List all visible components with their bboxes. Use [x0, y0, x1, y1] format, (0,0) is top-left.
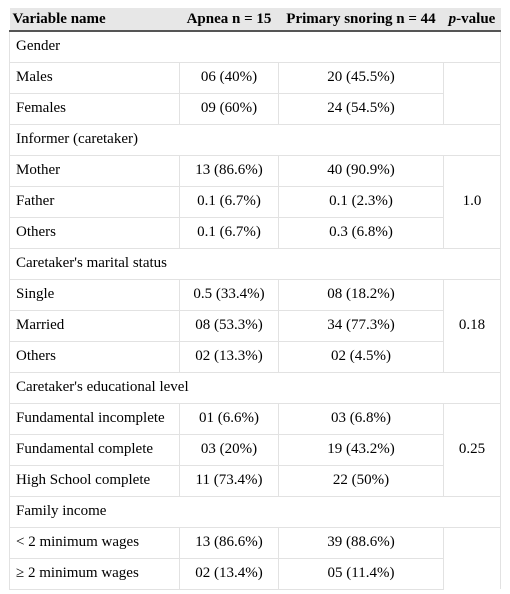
header-apnea: Apnea n = 15: [179, 8, 279, 32]
row-label: High School complete: [9, 464, 180, 497]
row-label: Married: [9, 309, 180, 342]
row-label: Mother: [9, 154, 180, 187]
apnea-value: 0.1 (6.7%): [179, 216, 279, 249]
header-p-value: p-value: [443, 8, 501, 32]
p-value: 0.18: [443, 279, 501, 372]
snoring-value: 20 (45.5%): [278, 61, 444, 94]
row-label: Fundamental complete: [9, 433, 180, 466]
table-row: Father 0.1 (6.7%) 0.1 (2.3%): [9, 185, 501, 218]
section-row-gender: Gender: [9, 30, 501, 63]
header-snoring: Primary snoring n = 44: [278, 8, 444, 32]
row-label: < 2 minimum wages: [9, 526, 180, 559]
table-row: < 2 minimum wages 13 (86.6%) 39 (88.6%): [9, 526, 501, 589]
row-label: Single: [9, 278, 180, 311]
snoring-value: 34 (77.3%): [278, 309, 444, 342]
row-label: Others: [9, 216, 180, 249]
snoring-value: 24 (54.5%): [278, 92, 444, 125]
apnea-value: 02 (13.3%): [179, 340, 279, 373]
p-value: [443, 527, 501, 589]
row-label: Father: [9, 185, 180, 218]
section-row-marital-status: Caretaker's marital status: [9, 247, 501, 280]
table-row: Others 0.1 (6.7%) 0.3 (6.8%): [9, 216, 501, 249]
table-row: Fundamental complete 03 (20%) 19 (43.2%): [9, 433, 501, 466]
table-row: Fundamental incomplete 01 (6.6%) 03 (6.8…: [9, 402, 501, 496]
table-row: Single 0.5 (33.4%) 08 (18.2%) 0.18: [9, 278, 501, 372]
section-row-family-income: Family income: [9, 495, 501, 528]
row-label: Others: [9, 340, 180, 373]
snoring-value: 0.3 (6.8%): [278, 216, 444, 249]
section-row-educational-level: Caretaker's educational level: [9, 371, 501, 404]
row-label: Males: [9, 61, 180, 94]
apnea-value: 03 (20%): [179, 433, 279, 466]
table-row: High School complete 11 (73.4%) 22 (50%): [9, 464, 501, 497]
apnea-value: 01 (6.6%): [179, 402, 279, 435]
snoring-value: 0.1 (2.3%): [278, 185, 444, 218]
section-title: Informer (caretaker): [9, 123, 501, 156]
row-label: ≥ 2 minimum wages: [9, 557, 180, 590]
header-p-italic: p: [448, 10, 457, 27]
header-row: Variable name Apnea n = 15 Primary snori…: [9, 8, 501, 32]
row-label: Fundamental incomplete: [9, 402, 180, 435]
apnea-value: 13 (86.6%): [179, 154, 279, 187]
apnea-value: 0.5 (33.4%): [179, 278, 279, 311]
apnea-value: 09 (60%): [179, 92, 279, 125]
snoring-value: 19 (43.2%): [278, 433, 444, 466]
header-p-rest: -value: [456, 10, 496, 27]
snoring-value: 03 (6.8%): [278, 402, 444, 435]
table-row: Females 09 (60%) 24 (54.5%): [9, 92, 501, 125]
section-title: Family income: [9, 495, 501, 528]
apnea-value: 11 (73.4%): [179, 464, 279, 497]
demographics-table: Variable name Apnea n = 15 Primary snori…: [9, 8, 501, 590]
header-variable: Variable name: [9, 8, 180, 32]
section-title: Gender: [9, 30, 501, 63]
p-value: 0.25: [443, 403, 501, 496]
p-value: [443, 62, 501, 124]
table-row: Males 06 (40%) 20 (45.5%): [9, 61, 501, 124]
apnea-value: 13 (86.6%): [179, 526, 279, 559]
apnea-value: 0.1 (6.7%): [179, 185, 279, 218]
table-row: Married 08 (53.3%) 34 (77.3%): [9, 309, 501, 342]
snoring-value: 02 (4.5%): [278, 340, 444, 373]
snoring-value: 39 (88.6%): [278, 526, 444, 559]
table-row: Mother 13 (86.6%) 40 (90.9%) 1.0: [9, 154, 501, 248]
snoring-value: 08 (18.2%): [278, 278, 444, 311]
snoring-value: 22 (50%): [278, 464, 444, 497]
p-value: 1.0: [443, 155, 501, 248]
section-title: Caretaker's educational level: [9, 371, 501, 404]
table-row: Others 02 (13.3%) 02 (4.5%): [9, 340, 501, 373]
row-label: Females: [9, 92, 180, 125]
table-row: ≥ 2 minimum wages 02 (13.4%) 05 (11.4%): [9, 557, 501, 590]
section-title: Caretaker's marital status: [9, 247, 501, 280]
apnea-value: 08 (53.3%): [179, 309, 279, 342]
snoring-value: 40 (90.9%): [278, 154, 444, 187]
apnea-value: 02 (13.4%): [179, 557, 279, 590]
section-row-informer: Informer (caretaker): [9, 123, 501, 156]
apnea-value: 06 (40%): [179, 61, 279, 94]
snoring-value: 05 (11.4%): [278, 557, 444, 590]
